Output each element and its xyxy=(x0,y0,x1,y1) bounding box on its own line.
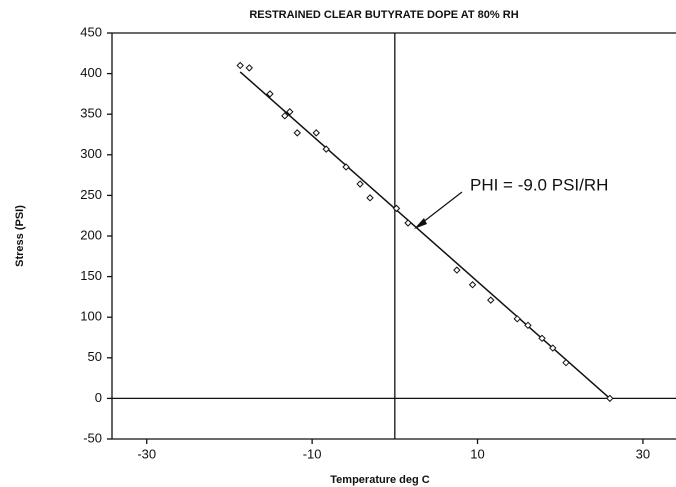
point xyxy=(513,315,521,323)
point xyxy=(266,90,274,98)
point xyxy=(404,219,412,227)
point xyxy=(281,112,289,120)
y-tick-label: 250 xyxy=(80,187,102,202)
x-tick-label: -10 xyxy=(303,446,322,461)
point xyxy=(286,108,294,116)
point xyxy=(356,180,364,188)
point xyxy=(322,145,330,153)
y-tick-label: 300 xyxy=(80,146,102,161)
point xyxy=(293,129,301,137)
point xyxy=(312,129,320,137)
y-tick-label: 350 xyxy=(80,106,102,121)
point xyxy=(245,64,253,72)
y-tick-label: 200 xyxy=(80,227,102,242)
y-axis-label: Stress (PSI) xyxy=(14,205,26,267)
point xyxy=(366,194,374,202)
arrow-head xyxy=(414,218,427,229)
point xyxy=(538,334,546,343)
annotation: PHI = -9.0 PSI/RH xyxy=(470,175,608,194)
point xyxy=(342,163,350,171)
x-tick-label: 10 xyxy=(470,446,484,461)
y-tick-label: 450 xyxy=(80,24,102,39)
y-tick-label: -50 xyxy=(83,430,102,445)
point xyxy=(606,394,614,403)
fit-line xyxy=(239,71,611,399)
y-tick-label: 400 xyxy=(80,65,102,80)
point xyxy=(453,266,461,274)
annotation-arrow xyxy=(417,191,463,227)
point xyxy=(468,281,477,289)
x-tick-label: -30 xyxy=(137,446,156,461)
point xyxy=(392,204,401,213)
x-tick-label: 30 xyxy=(636,446,650,461)
point xyxy=(524,321,532,330)
chart-title: RESTRAINED CLEAR BUTYRATE DOPE AT 80% RH xyxy=(249,9,518,21)
y-tick-label: 100 xyxy=(80,309,102,324)
point xyxy=(236,61,244,70)
point xyxy=(562,358,570,367)
y-tick-label: 150 xyxy=(80,268,102,283)
x-axis-label: Temperature deg C xyxy=(330,474,429,486)
point xyxy=(487,296,495,304)
y-tick-label: 50 xyxy=(88,349,102,364)
point xyxy=(549,344,557,352)
y-tick-label: 0 xyxy=(95,390,102,405)
